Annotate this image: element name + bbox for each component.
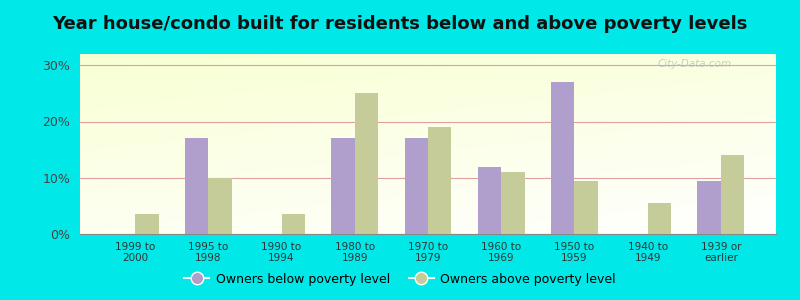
Bar xyxy=(648,203,671,234)
Bar xyxy=(502,172,525,234)
Bar xyxy=(698,181,721,234)
Bar xyxy=(208,178,232,234)
Bar xyxy=(478,167,502,234)
Bar xyxy=(428,127,451,234)
Bar xyxy=(574,181,598,234)
Bar xyxy=(721,155,744,234)
Bar xyxy=(135,214,158,234)
Text: City-Data.com: City-Data.com xyxy=(658,59,732,69)
Bar xyxy=(185,138,208,234)
Bar xyxy=(354,93,378,234)
Text: Year house/condo built for residents below and above poverty levels: Year house/condo built for residents bel… xyxy=(52,15,748,33)
Bar xyxy=(551,82,574,234)
Bar xyxy=(331,138,354,234)
Legend: Owners below poverty level, Owners above poverty level: Owners below poverty level, Owners above… xyxy=(179,268,621,291)
Bar xyxy=(405,138,428,234)
Bar xyxy=(282,214,305,234)
